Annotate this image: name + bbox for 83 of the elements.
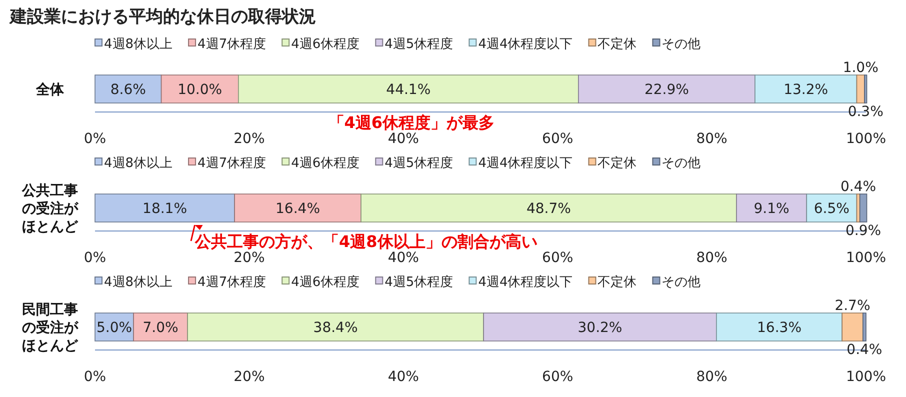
data-label: 0.3%	[848, 104, 884, 120]
data-label: 0.4%	[840, 179, 876, 195]
bar	[483, 312, 717, 342]
legend-label: 4週4休程度以下	[478, 155, 573, 171]
legend-label: 4週7休程度	[198, 36, 266, 52]
bar	[234, 194, 362, 222]
x-tick-label: 80%	[696, 250, 728, 266]
data-label: 16.4%	[276, 201, 320, 217]
x-tick-label: 60%	[542, 131, 574, 147]
legend-label: 4週5休程度	[384, 274, 454, 290]
legend-label: その他	[662, 156, 701, 171]
x-tick-label: 40%	[388, 369, 419, 385]
bar	[133, 312, 188, 342]
legend-label: 4週7休程度	[198, 274, 266, 290]
annotation: 「4週6休程度」が最多	[328, 113, 495, 132]
data-label: 9.1%	[754, 201, 790, 217]
legend-label: 4週5休程度	[384, 36, 454, 52]
x-tick-label: 100%	[846, 250, 886, 266]
x-tick-label: 0%	[84, 131, 106, 147]
annotation: 公共工事の方が、「4週8休以上」の割合が高い	[194, 232, 538, 251]
x-tick-label: 100%	[846, 369, 886, 385]
data-label: 5.0%	[96, 320, 132, 336]
legend-label: 4週8休以上	[104, 156, 173, 171]
bar	[716, 312, 842, 342]
legend-label: 不定休	[598, 275, 637, 290]
x-tick-label: 80%	[696, 369, 728, 385]
legend-label: 4週7休程度	[198, 155, 266, 171]
y-tick-label: 民間工事の受注がほとんど	[22, 302, 79, 354]
data-label: 2.7%	[834, 298, 870, 314]
bar	[736, 194, 808, 222]
x-tick-label: 40%	[388, 250, 419, 266]
bar	[862, 312, 866, 342]
x-tick-label: 20%	[234, 369, 265, 385]
bar	[187, 312, 484, 342]
data-label: 22.9%	[644, 82, 689, 98]
x-tick-label: 60%	[542, 369, 574, 385]
data-label: 0.9%	[846, 223, 882, 239]
legend-label: 4週4休程度以下	[478, 36, 573, 52]
bar	[859, 194, 868, 222]
data-label: 7.0%	[142, 320, 178, 336]
x-tick-label: 80%	[696, 131, 728, 147]
legend-label: 4週8休以上	[104, 37, 173, 52]
data-label: 1.0%	[842, 60, 878, 76]
legend-label: 4週6休程度	[291, 274, 360, 290]
x-tick-label: 20%	[234, 250, 265, 266]
y-tick-label: 全体	[35, 82, 65, 98]
data-label: 18.1%	[142, 201, 188, 217]
x-tick-label: 60%	[542, 250, 574, 266]
x-tick-label: 40%	[388, 131, 419, 147]
bar	[238, 74, 579, 104]
bar	[94, 74, 162, 104]
legend-label: 不定休	[598, 156, 637, 171]
data-label: 8.6%	[110, 82, 146, 98]
legend-label: その他	[662, 37, 701, 52]
x-tick-label: 0%	[84, 369, 106, 385]
y-tick-label: 公共工事の受注がほとんど	[21, 183, 79, 235]
data-label: 48.7%	[526, 201, 571, 217]
data-label: 38.4%	[313, 320, 358, 336]
bar	[578, 74, 756, 104]
legend-label: 4週4休程度以下	[478, 274, 573, 290]
legend-label: 不定休	[598, 37, 637, 52]
chart-title: 建設業における平均的な休日の取得状況	[8, 7, 316, 27]
x-tick-label: 100%	[846, 131, 886, 147]
bar	[94, 194, 235, 222]
data-label: 10.0%	[178, 82, 222, 98]
legend-label: 4週5休程度	[384, 155, 454, 171]
bar	[842, 312, 864, 342]
data-label: 16.3%	[757, 320, 802, 336]
data-label: 6.5%	[814, 201, 850, 217]
legend-label: 4週6休程度	[291, 155, 360, 171]
x-tick-label: 20%	[234, 131, 265, 147]
bar	[864, 74, 868, 104]
legend-label: 4週8休以上	[104, 275, 173, 290]
data-label: 0.4%	[846, 342, 882, 358]
bar	[754, 74, 858, 104]
legend-label: 4週6休程度	[291, 36, 360, 52]
data-label: 30.2%	[578, 320, 622, 336]
bar	[360, 194, 737, 222]
data-label: 44.1%	[386, 82, 431, 98]
x-tick-label: 0%	[84, 250, 106, 266]
legend-label: その他	[662, 275, 701, 290]
data-label: 13.2%	[784, 82, 828, 98]
bar	[160, 74, 239, 104]
